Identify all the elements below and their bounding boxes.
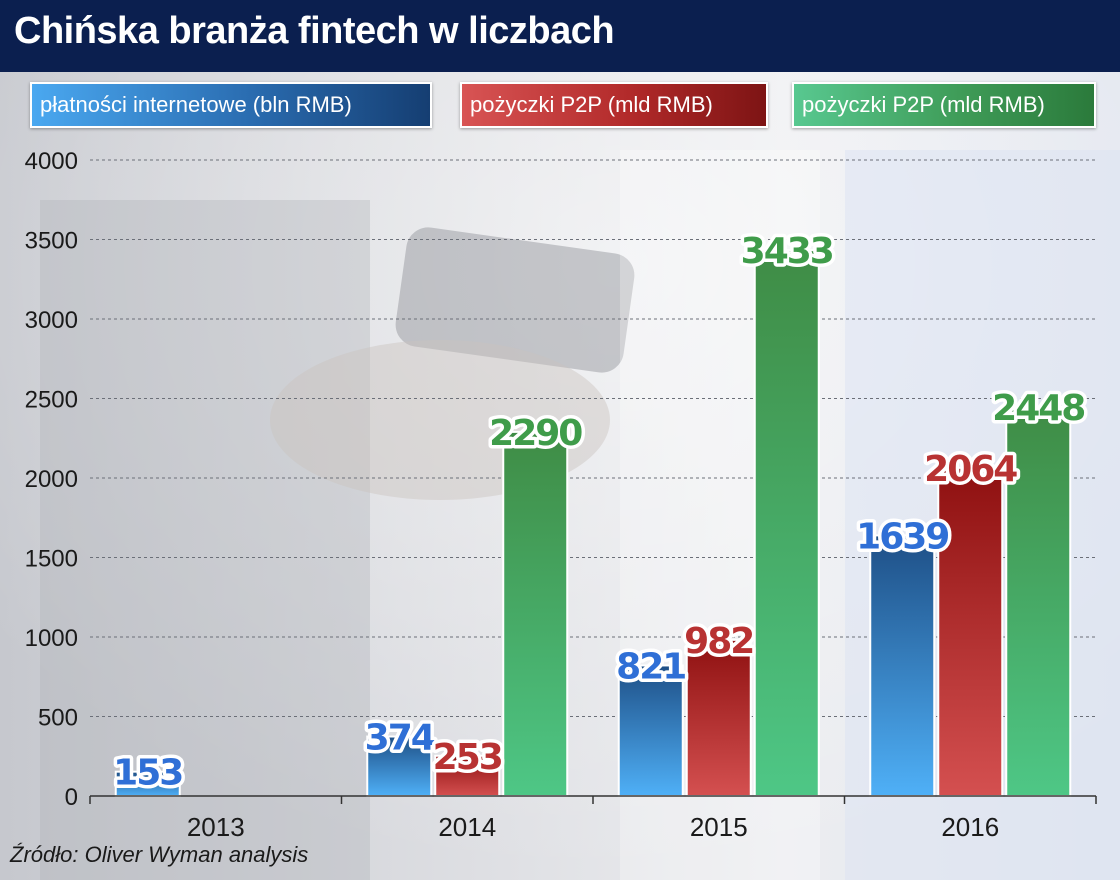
y-tick-label: 1500 [25,546,78,573]
y-tick-label: 4000 [25,148,78,175]
value-label-2016-series-1: 2064 [924,449,1017,490]
value-label-2015-series-1: 982 [684,621,753,662]
value-label-2014-series-2: 2290 [489,413,582,454]
y-tick-label: 3500 [25,228,78,255]
value-label-2016-series-0: 1639 [856,516,948,557]
x-tick-label-2013: 2013 [187,812,245,842]
value-label-2014-series-1: 253 [433,737,502,778]
bar-2015-series-1 [685,638,752,797]
x-tick-label-2016: 2016 [941,812,999,842]
header-bar: Chińska branża fintech w liczbach [0,0,1120,72]
value-label-2015-series-2: 3433 [741,231,833,272]
value-label-2013-series-0: 153 [113,753,182,794]
bar-2016-series-0 [869,534,936,797]
legend-item-internet-payments: płatności internetowe (bln RMB) [30,82,432,128]
x-tick-label-2014: 2014 [438,812,496,842]
source-note: Źródło: Oliver Wyman analysis [10,842,309,867]
value-label-2015-series-0: 821 [616,646,685,687]
y-tick-label: 3000 [25,307,78,334]
x-tick-label-2015: 2015 [690,812,748,842]
value-label-2014-series-0: 374 [365,718,435,759]
legend-item-p2p-loans-green: pożyczki P2P (mld RMB) [792,82,1096,128]
axes: 0 500 1000 1500 2000 2500 3000 3500 4000 2013 2014… [25,148,1097,842]
y-tick-label: 500 [38,705,78,732]
legend-item-p2p-loans-red: pożyczki P2P (mld RMB) [460,82,768,128]
y-tick-label: 0 [65,784,78,811]
bars [114,249,1072,798]
y-tick-label: 2500 [25,387,78,414]
value-label-2016-series-2: 2448 [992,388,1084,429]
bar-2015-series-2 [753,249,820,797]
bar-2014-series-0 [366,735,433,797]
y-tick-label: 2000 [25,466,78,493]
page-title: Chińska branża fintech w liczbach [14,10,615,52]
bar-2016-series-1 [937,466,1004,797]
bar-2014-series-2 [502,430,569,797]
bar-2016-series-2 [1005,405,1072,797]
y-tick-label: 1000 [25,625,78,652]
